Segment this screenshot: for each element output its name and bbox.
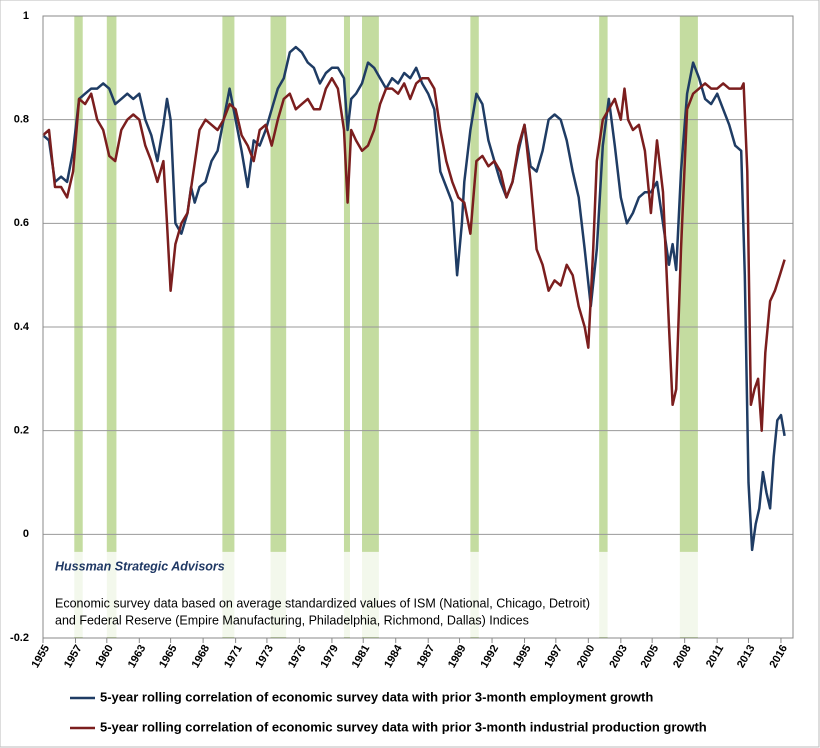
y-tick-label: -0.2 [10,632,29,644]
y-tick-label: 0.6 [14,217,29,229]
series-line [42,76,786,432]
y-tick-label: 0 [23,528,29,540]
note: Economic survey data based on average st… [55,596,590,610]
y-tick-label: 0.2 [14,425,29,437]
y-tick-label: 0.8 [14,114,29,126]
brand: Hussman Strategic Advisors [55,559,225,573]
y-tick-label: 1 [23,10,29,22]
series-line [42,45,786,552]
legend-label: 5-year rolling correlation of economic s… [100,689,653,704]
note-box [44,551,792,637]
legend-label: 5-year rolling correlation of economic s… [100,719,707,734]
plot-border [42,15,794,639]
note: and Federal Reserve (Empire Manufacturin… [55,613,529,627]
y-tick-label: 0.4 [14,321,30,333]
